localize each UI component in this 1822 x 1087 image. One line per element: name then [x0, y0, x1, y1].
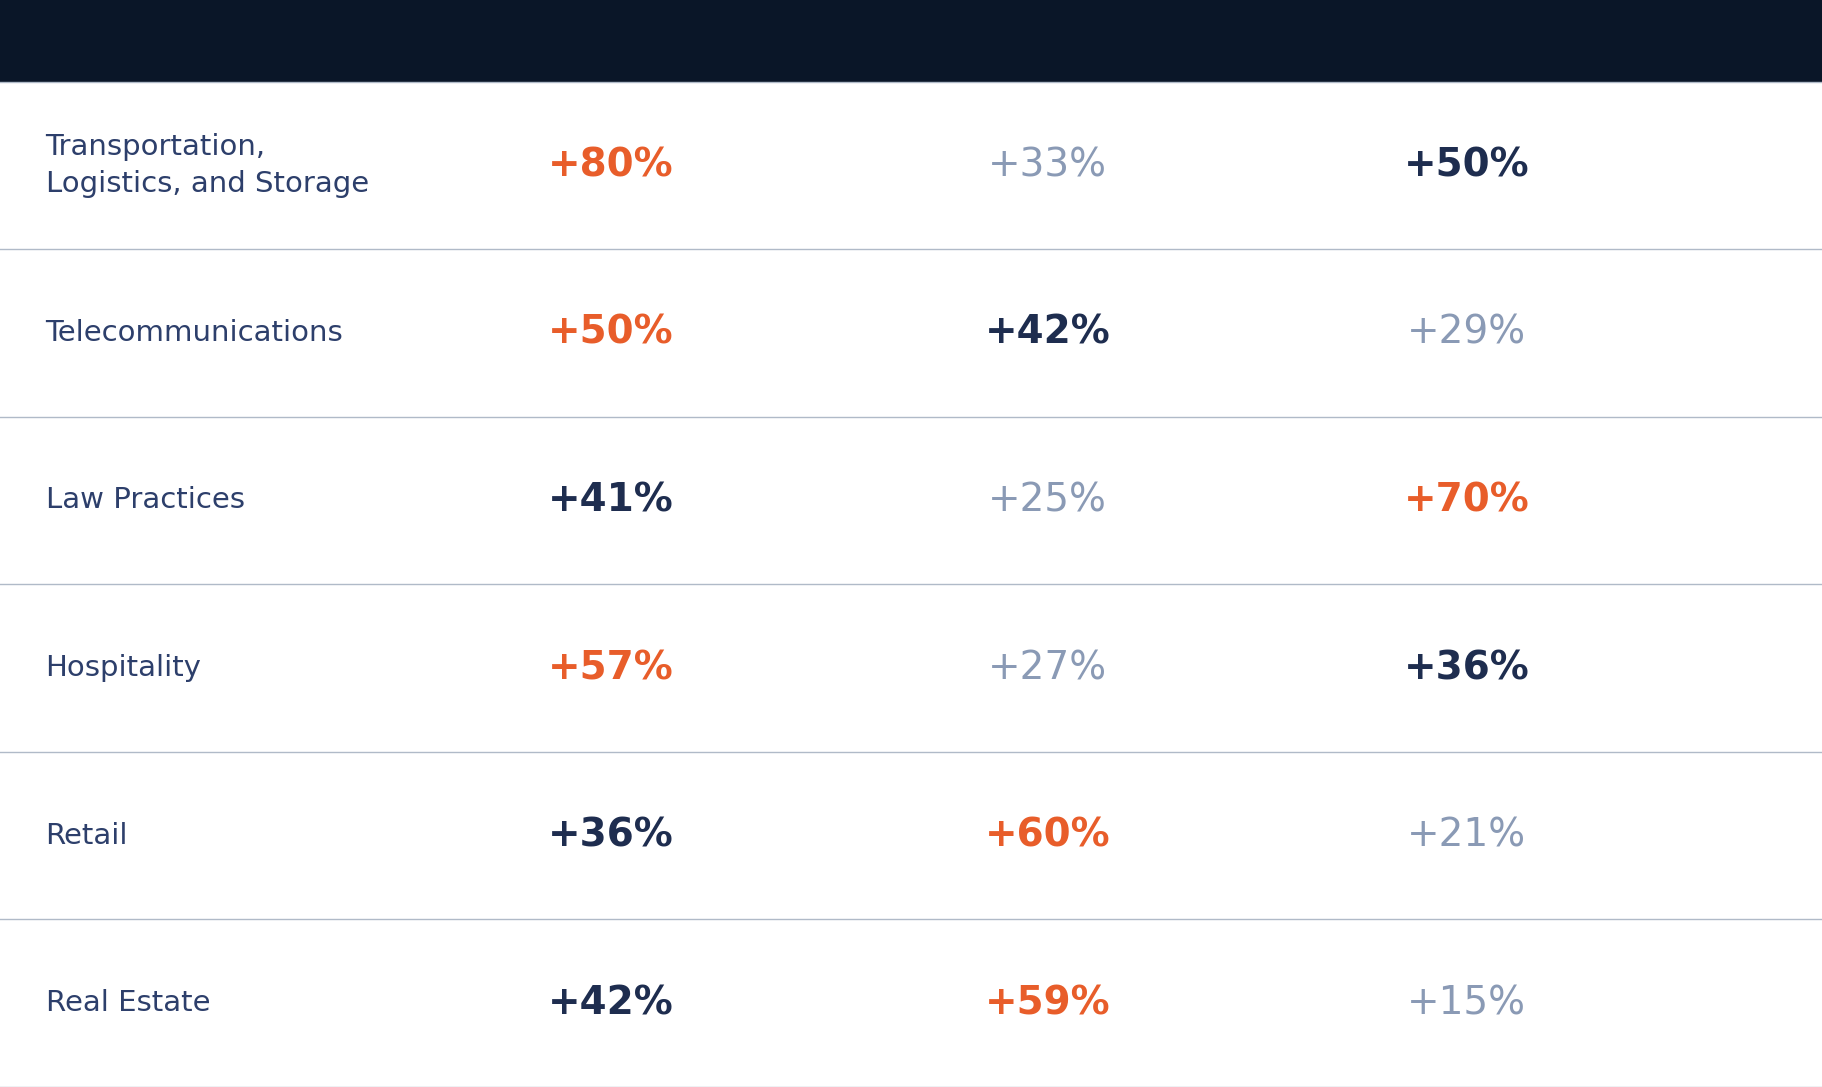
Text: +80%: +80%	[548, 147, 672, 185]
Text: +41%: +41%	[547, 482, 674, 520]
Text: Law Practices: Law Practices	[46, 487, 244, 514]
Text: +25%: +25%	[988, 482, 1108, 520]
Text: +29%: +29%	[1407, 314, 1527, 352]
Text: Hospitality: Hospitality	[46, 654, 202, 682]
Text: +27%: +27%	[988, 649, 1108, 687]
Text: +42%: +42%	[547, 984, 674, 1022]
Text: +36%: +36%	[1403, 649, 1530, 687]
Text: Transportation,
Logistics, and Storage: Transportation, Logistics, and Storage	[46, 133, 368, 198]
Text: +59%: +59%	[986, 984, 1110, 1022]
Text: +42%: +42%	[984, 314, 1111, 352]
Text: +33%: +33%	[988, 147, 1108, 185]
Text: +57%: +57%	[547, 649, 674, 687]
Text: +50%: +50%	[1405, 147, 1529, 185]
Text: +70%: +70%	[1403, 482, 1530, 520]
Text: Telecommunications: Telecommunications	[46, 318, 343, 347]
Text: +36%: +36%	[547, 816, 674, 854]
Text: +60%: +60%	[986, 816, 1110, 854]
Bar	[0, 0, 1822, 82]
Text: +21%: +21%	[1407, 816, 1527, 854]
Text: Retail: Retail	[46, 822, 128, 850]
Text: Real Estate: Real Estate	[46, 989, 210, 1017]
Text: +50%: +50%	[548, 314, 672, 352]
Text: +15%: +15%	[1407, 984, 1527, 1022]
